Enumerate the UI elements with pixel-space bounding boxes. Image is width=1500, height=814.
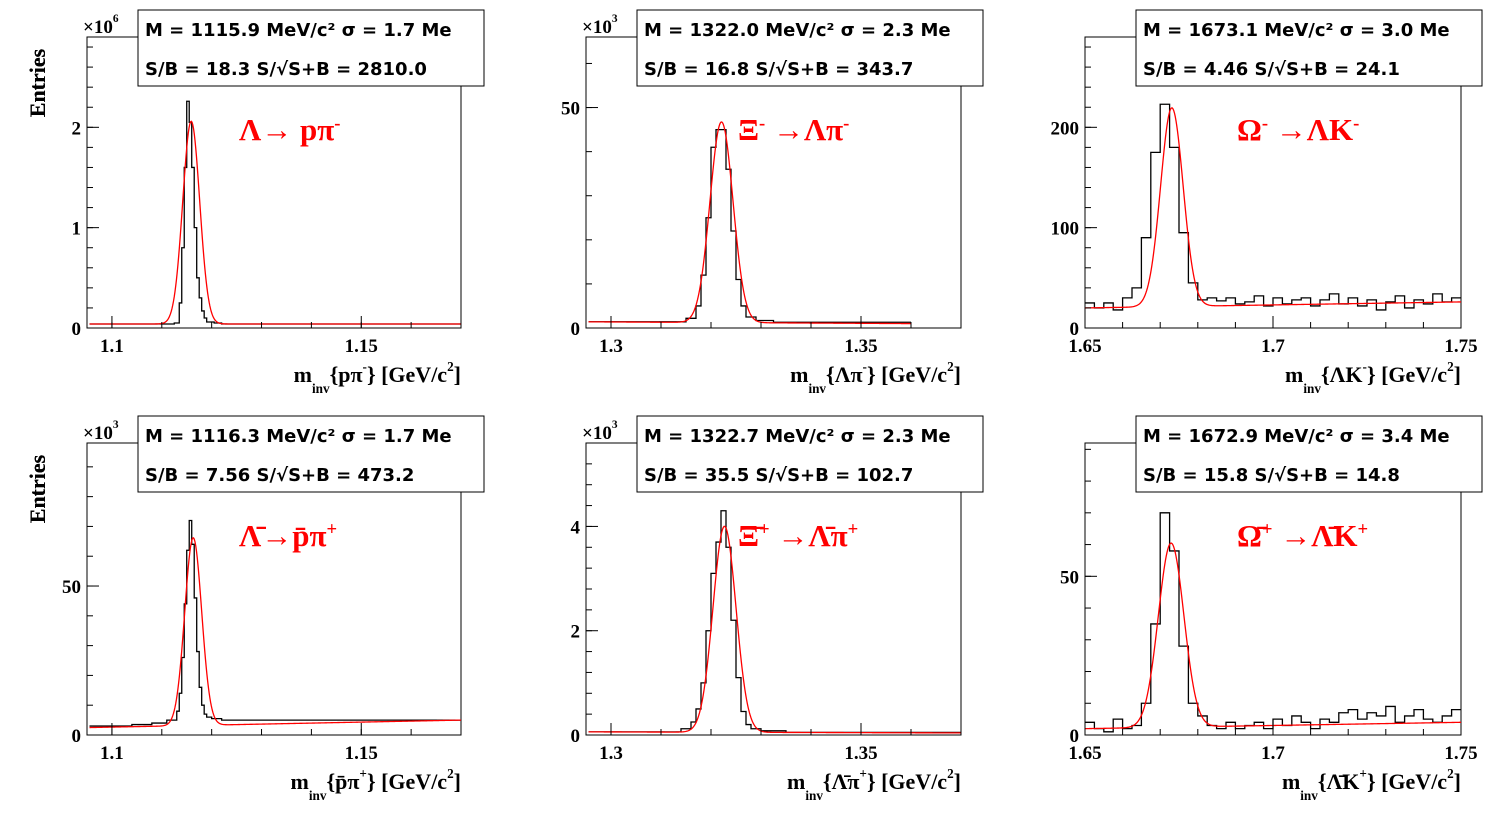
histogram-panel-6: 0 50 1.65 1.7 1.75 Entries minv​{Λ̄K+​} [GeV/c… [25,415,1483,803]
fit-curve [1084,107,1462,309]
x-tick-label: 1.65 [1068,336,1101,357]
x-tick-label: 1.65 [1068,743,1101,764]
y-tick-label: 1 [72,219,82,240]
x-axis-title: minv​{p̄π+​} [GeV/c2​] [291,766,461,803]
axis-exponent-label: ×106​ [83,13,119,38]
y-axis-title: Entries [25,454,50,523]
y-tick-label: 0 [571,726,581,747]
x-tick-label: 1.7 [1261,743,1285,764]
x-tick-label: 1.35 [844,743,877,764]
decay-channel-label: Λ̄→p̄π+​ [239,518,337,553]
y-tick-label: 4 [571,517,581,538]
y-tick-label: 100 [1051,219,1080,240]
fit-curve [1084,542,1462,730]
fit-stats-box: M = 1322.7 MeV/c² σ = 2.3 Me S/B = 35.5 S… [636,415,984,493]
y-tick-label: 0 [1070,319,1080,340]
histogram-bins [588,510,961,734]
y-axis-title: Entries [25,48,50,117]
y-tick-label: 50 [561,99,580,120]
y-tick-label: 0 [571,319,581,340]
y-axis-title: Entries [25,454,50,523]
fit-curve [89,537,462,729]
histogram-panel-4: 0 50 1.1 1.15 Entries minv​{p̄π+​} [GeV/c2​] ×… [25,415,485,803]
fit-curve [89,120,461,325]
fit-significance: S/B = 18.3 S/√S+B = 2810.0 [145,59,427,80]
fit-stats-box: M = 1322.0 MeV/c² σ = 2.3 Me S/B = 16.8 S… [636,9,984,87]
fit-stats-box: M = 1115.9 MeV/c² σ = 1.7 Me S/B = 18.3 S… [137,9,485,87]
x-tick-label: 1.15 [345,336,378,357]
fit-curve [588,525,961,734]
fit-mass-sigma: M = 1115.9 MeV/c² σ = 1.7 Me [145,20,452,41]
fit-significance: S/B = 7.56 S/√S+B = 473.2 [145,465,414,486]
y-tick-label: 0 [72,319,82,340]
fit-mass-sigma: M = 1672.9 MeV/c² σ = 3.4 Me [1143,426,1450,447]
y-axis-title: Entries [25,454,50,523]
x-axis-title: minv​{ΛK-​} [GeV/c2​] [1285,359,1461,396]
x-tick-label: 1.7 [1261,336,1285,357]
x-tick-label: 1.35 [844,336,877,357]
fit-stats-box: M = 1116.3 MeV/c² σ = 1.7 Me S/B = 7.56 S… [137,415,485,493]
histogram-bins [588,128,911,323]
axis-exponent-label: ×103​ [582,13,618,38]
y-tick-label: 200 [1051,118,1080,139]
decay-channel-label: Ξ̄+​ →Λ̄π+​ [738,518,858,553]
histogram-bins [1085,103,1461,311]
decay-channel-label: Λ→ pπ-​ [239,112,340,147]
fit-significance: S/B = 15.8 S/√S+B = 14.8 [1143,465,1400,486]
axis-exponent-label: ×103​ [582,419,618,444]
x-axis-title: minv​{Λ̄K+​} [GeV/c2​] [1282,766,1461,803]
fit-curve [588,121,911,325]
decay-channel-label: Ω-​ →ΛK-​ [1237,112,1359,147]
fit-stats-box: M = 1673.1 MeV/c² σ = 3.0 Me S/B = 4.46 S… [1135,9,1483,87]
histogram-panel-2: 0 50 1.3 1.35 Entries minv​{Λπ-​} [GeV/c2​] ×1… [25,9,984,396]
y-tick-label: 2 [571,622,581,643]
x-tick-label: 1.3 [599,743,623,764]
y-tick-label: 2 [72,118,82,139]
x-axis-title: minv​{Λπ-​} [GeV/c2​] [790,359,961,396]
x-tick-label: 1.3 [599,336,623,357]
axis-exponent-label: ×103​ [83,419,119,444]
fit-significance: S/B = 16.8 S/√S+B = 343.7 [644,59,913,80]
histogram-panel-1: 0 1 2 1.1 1.15 Entries minv​{pπ-​} [GeV/c2​] ×1… [25,9,485,396]
y-tick-label: 0 [72,726,82,747]
y-axis-title: Entries [25,48,50,117]
fit-mass-sigma: M = 1116.3 MeV/c² σ = 1.7 Me [145,426,452,447]
histogram-panel-5: 0 2 4 1.3 1.35 Entries minv​{Λ̄π+​} [GeV/c2​] ×… [25,415,984,803]
x-tick-label: 1.1 [100,336,124,357]
fit-mass-sigma: M = 1673.1 MeV/c² σ = 3.0 Me [1143,20,1450,41]
x-tick-label: 1.75 [1444,336,1477,357]
y-tick-label: 50 [1060,567,1079,588]
fit-significance: S/B = 4.46 S/√S+B = 24.1 [1143,59,1400,80]
y-axis-title: Entries [25,48,50,117]
x-axis-title: minv​{Λ̄π+​} [GeV/c2​] [787,766,961,803]
fit-mass-sigma: M = 1322.0 MeV/c² σ = 2.3 Me [644,20,951,41]
x-tick-label: 1.15 [345,743,378,764]
histogram-bins [89,100,461,325]
fit-stats-box: M = 1672.9 MeV/c² σ = 3.4 Me S/B = 15.8 S… [1135,415,1483,493]
x-axis-title: minv​{pπ-​} [GeV/c2​] [294,359,461,396]
histogram-bins [89,519,461,727]
decay-channel-label: Ξ-​ →Λπ-​ [738,112,849,147]
fit-mass-sigma: M = 1322.7 MeV/c² σ = 2.3 Me [644,426,951,447]
x-tick-label: 1.75 [1444,743,1477,764]
decay-channel-label: Ω̄+​ →Λ̄K+​ [1237,518,1368,553]
x-tick-label: 1.1 [100,743,124,764]
y-tick-label: 50 [62,577,81,598]
y-tick-label: 0 [1070,726,1080,747]
fit-significance: S/B = 35.5 S/√S+B = 102.7 [644,465,913,486]
